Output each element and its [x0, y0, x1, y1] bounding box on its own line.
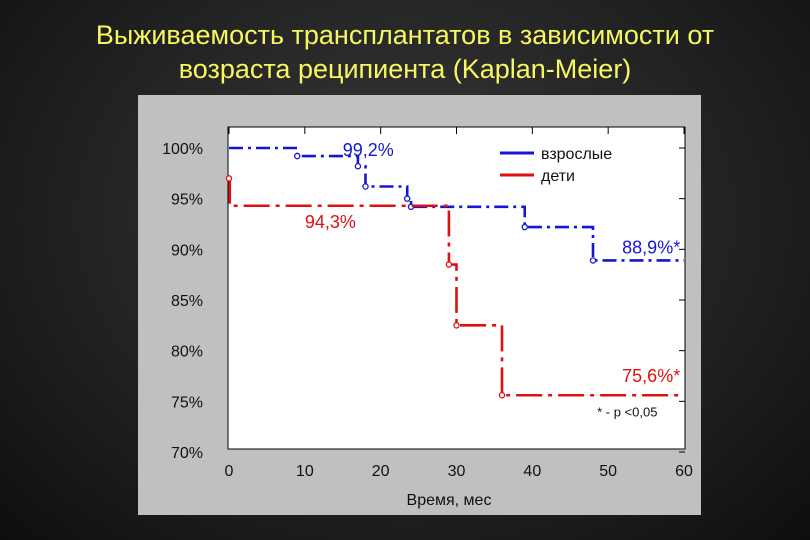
- y-tick-label: 85%: [171, 293, 203, 310]
- y-tick-label: 95%: [171, 192, 203, 209]
- data-label: 99,2%: [343, 140, 394, 160]
- x-axis-label: Время, мес: [407, 492, 492, 509]
- censor-marker: [589, 257, 597, 264]
- x-tick-label: 0: [225, 463, 234, 480]
- x-tick-label: 60: [675, 463, 693, 480]
- y-tick-label: 90%: [171, 242, 203, 259]
- y-tick-label: 100%: [162, 141, 203, 158]
- series-line: [229, 146, 684, 262]
- y-tick-label: 70%: [171, 445, 203, 462]
- censor-marker: [453, 322, 460, 329]
- censor-marker: [445, 261, 453, 268]
- legend-label: взрослые: [541, 146, 612, 163]
- slide-title: Выживаемость трансплантатов в зависимост…: [0, 18, 810, 86]
- x-tick-label: 50: [599, 463, 617, 480]
- censor-marker: [521, 223, 529, 231]
- series-line: [228, 177, 684, 397]
- x-tick-label: 30: [448, 463, 466, 480]
- data-label: 88,9%*: [622, 237, 680, 257]
- y-tick-label: 80%: [171, 344, 203, 361]
- censor-marker: [498, 392, 506, 399]
- censor-marker: [403, 195, 411, 202]
- slide-title-line-2: возраста реципиента (Kaplan-Meier): [178, 54, 632, 84]
- slide-title-line-1: Выживаемость трансплантатов в зависимост…: [95, 20, 715, 50]
- censor-marker: [354, 162, 362, 170]
- censor-marker: [362, 183, 369, 190]
- significance-note: * - p <0,05: [597, 405, 657, 420]
- legend-label: дети: [541, 168, 575, 185]
- x-tick-label: 20: [372, 463, 390, 480]
- data-label: 75,6%*: [622, 366, 680, 386]
- censor-marker: [293, 152, 301, 160]
- x-tick-label: 10: [296, 463, 314, 480]
- x-tick-label: 40: [523, 463, 541, 480]
- data-label: 94,3%: [305, 212, 356, 232]
- y-tick-label: 75%: [171, 394, 203, 411]
- censor-marker: [225, 175, 233, 182]
- series-children: [225, 175, 684, 399]
